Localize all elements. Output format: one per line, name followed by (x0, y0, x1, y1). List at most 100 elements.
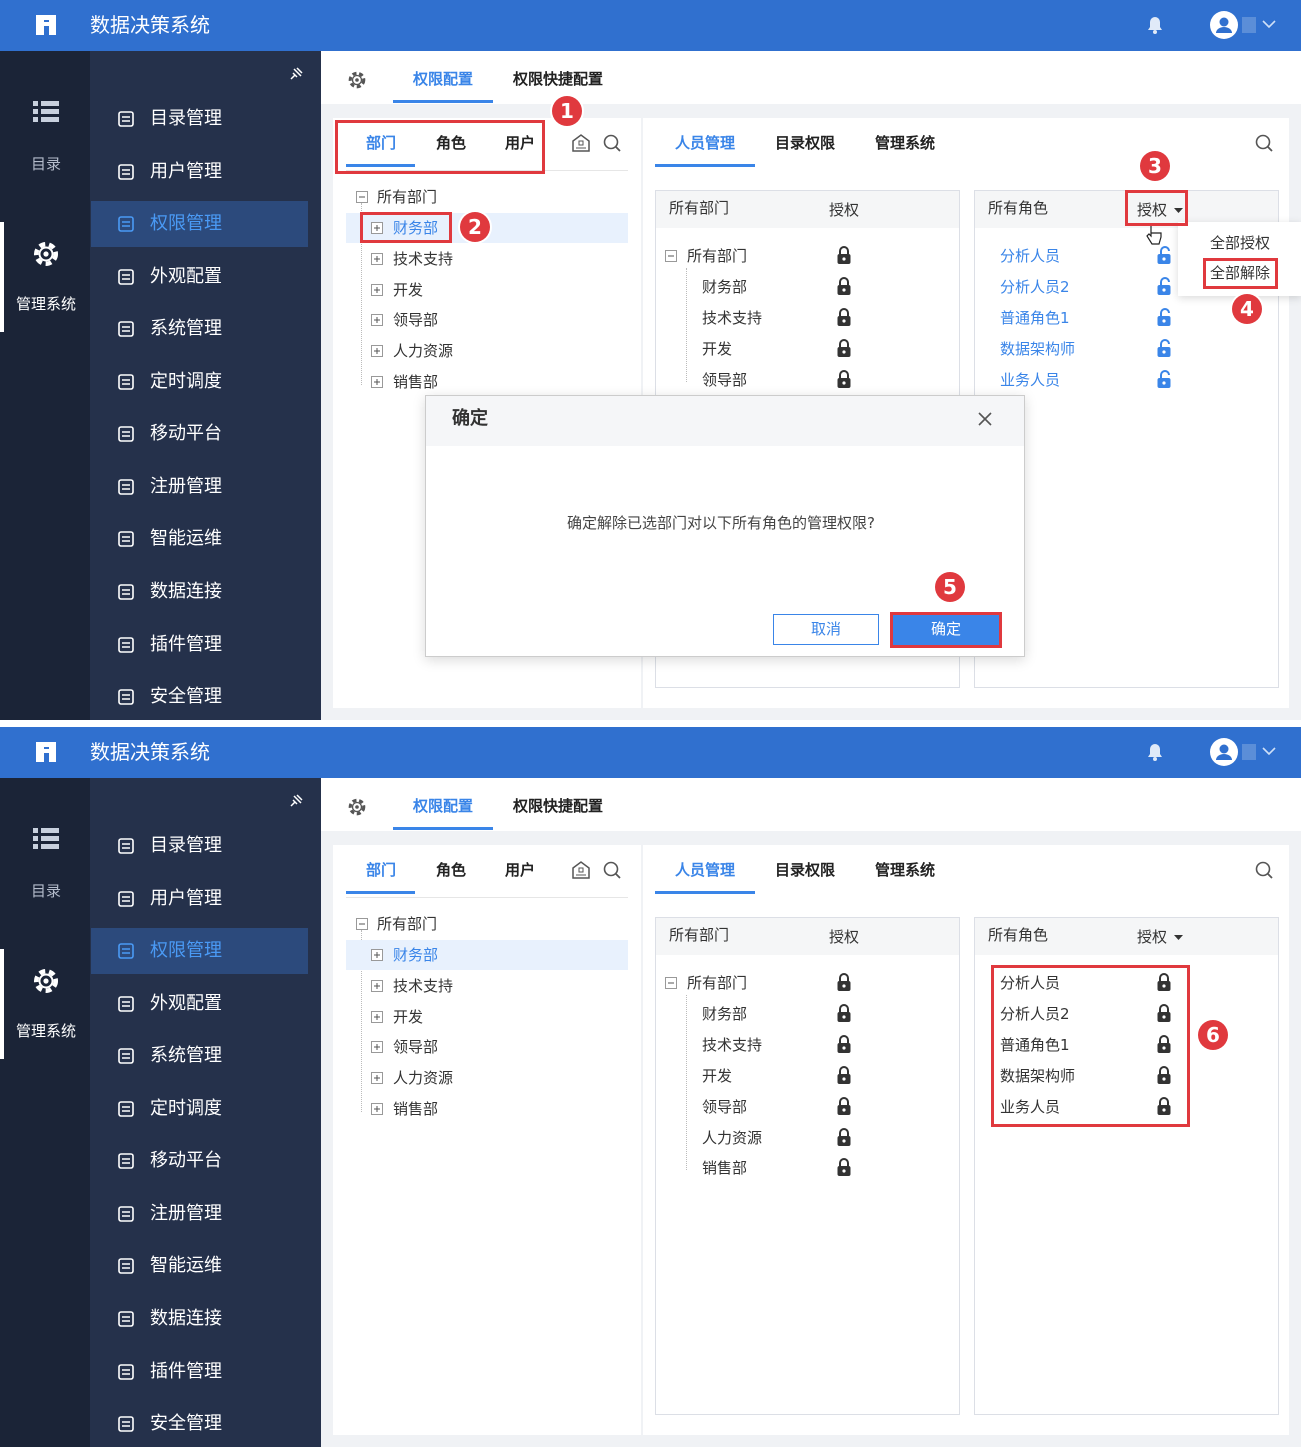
dept-item: 人力资源 (702, 1128, 763, 1147)
role-item: 普通角色1 (1000, 1035, 1070, 1054)
top-tab[interactable]: 权限配置 (412, 70, 474, 88)
menu-item[interactable]: 移动平台 (150, 1150, 222, 1172)
ok-label[interactable]: 确定 (930, 620, 962, 638)
dropdown-item[interactable]: 全部授权 (1209, 234, 1271, 252)
menu-item[interactable]: 外观配置 (150, 992, 222, 1014)
auth-dropdown[interactable]: 授权 (1137, 928, 1168, 946)
lock-icon (1157, 1065, 1171, 1084)
tree-node[interactable]: 领导部 (393, 1038, 439, 1057)
right-tab[interactable]: 管理系统 (874, 134, 936, 152)
panel-title: 所有部门 (669, 926, 730, 944)
menu-icon (118, 1048, 134, 1064)
menu-item[interactable]: 权限管理 (150, 940, 222, 962)
lock-icon (837, 1034, 851, 1053)
top-tab[interactable]: 权限快捷配置 (512, 70, 604, 88)
lock-icon (837, 246, 851, 264)
rail-item[interactable]: 管理系统 (15, 1022, 77, 1040)
tree-node[interactable]: 销售部 (393, 373, 439, 391)
role-item: 业务人员 (1000, 1097, 1061, 1116)
role-item: 数据架构师 (1000, 1066, 1076, 1085)
lock-icon (837, 1065, 851, 1084)
menu-item[interactable]: 系统管理 (150, 1045, 222, 1067)
menu-item[interactable]: 用户管理 (150, 160, 222, 182)
panel-header (656, 191, 959, 228)
tree-node[interactable]: 开发 (393, 280, 424, 299)
rail (0, 51, 90, 720)
auth-dropdown[interactable]: 授权 (1137, 201, 1168, 219)
lock-icon (837, 369, 851, 388)
right-tab[interactable]: 目录权限 (774, 861, 836, 879)
menu-item[interactable]: 移动平台 (150, 423, 222, 445)
menu-item[interactable]: 插件管理 (150, 633, 222, 655)
tree-node[interactable]: 开发 (393, 1007, 424, 1026)
lock-icon (1157, 1096, 1171, 1115)
menu-item[interactable]: 外观配置 (150, 265, 222, 287)
right-tab[interactable]: 目录权限 (774, 134, 836, 152)
caret (1174, 208, 1183, 213)
top-tab[interactable]: 权限快捷配置 (512, 797, 604, 815)
tree-node[interactable]: 人力资源 (393, 342, 454, 361)
tree-node[interactable]: 技术支持 (393, 976, 454, 995)
right-tab[interactable]: 管理系统 (874, 861, 936, 879)
menu-icon (118, 531, 134, 548)
tree-node[interactable]: 财务部 (393, 219, 439, 237)
tree-node[interactable]: 领导部 (393, 311, 439, 330)
expand-icon (371, 1103, 383, 1115)
menu-item[interactable]: 定时调度 (150, 370, 222, 392)
menu-item[interactable]: 系统管理 (150, 318, 222, 340)
rail-item[interactable]: 管理系统 (15, 295, 77, 313)
tab-underline (346, 891, 415, 894)
menu-item[interactable]: 智能运维 (150, 1255, 222, 1277)
lock-icon (837, 1003, 851, 1022)
menu-item[interactable]: 插件管理 (150, 1360, 222, 1382)
menu-item[interactable]: 目录管理 (150, 835, 222, 856)
dept-item: 技术支持 (702, 1035, 763, 1054)
annotation-box (991, 965, 1190, 1127)
left-tab[interactable]: 用户 (504, 134, 536, 152)
rail-item[interactable]: 目录 (30, 155, 62, 173)
tree-node[interactable]: 所有部门 (377, 915, 438, 933)
menu-item[interactable]: 用户管理 (150, 887, 222, 909)
dropdown-item[interactable]: 全部解除 (1209, 264, 1271, 282)
menu-item[interactable]: 数据连接 (150, 580, 222, 602)
top-tab[interactable]: 权限配置 (412, 797, 474, 815)
left-tab[interactable]: 用户 (504, 861, 536, 879)
left-tab[interactable]: 角色 (435, 134, 467, 152)
ok-button[interactable] (893, 614, 999, 645)
menu-item[interactable]: 数据连接 (150, 1307, 222, 1329)
expand-icon (371, 376, 383, 388)
tree-node[interactable]: 所有部门 (377, 188, 438, 206)
dialog-message: 确定解除已选部门对以下所有角色的管理权限? (567, 514, 875, 532)
dept-item: 开发 (702, 1066, 733, 1085)
menu-item[interactable]: 目录管理 (150, 108, 222, 129)
menu-item[interactable]: 注册管理 (150, 1202, 222, 1224)
right-tab[interactable]: 人员管理 (674, 861, 736, 879)
menu-item[interactable]: 注册管理 (150, 475, 222, 497)
tree-node[interactable]: 财务部 (393, 946, 439, 964)
auth-label: 授权 (829, 928, 860, 946)
menu-item[interactable]: 权限管理 (150, 213, 222, 235)
pin-icon (290, 794, 303, 807)
screen: 数据决策系统 目录 管理系统 目录管理 用户管理 权限管理 外观配置 系统管理 定时调度 移动平台… (0, 0, 1301, 720)
lock-icon (837, 973, 851, 991)
left-tab[interactable]: 部门 (365, 861, 397, 879)
menu-item[interactable]: 定时调度 (150, 1097, 222, 1119)
menu-item[interactable]: 智能运维 (150, 528, 222, 550)
tree-node[interactable]: 销售部 (393, 1100, 439, 1118)
rail-item[interactable]: 目录 (30, 882, 62, 900)
left-tab[interactable]: 部门 (365, 134, 397, 152)
dialog-title: 确定 (452, 408, 488, 429)
tree-node[interactable]: 技术支持 (393, 249, 454, 268)
annotation-badge (1198, 1020, 1228, 1050)
cancel-button[interactable] (773, 614, 879, 645)
tree-node[interactable]: 人力资源 (393, 1069, 454, 1088)
tab-underline (393, 827, 493, 830)
logo (36, 742, 56, 762)
expand-icon (371, 949, 383, 961)
menu-item[interactable]: 安全管理 (150, 1413, 222, 1435)
left-tab[interactable]: 角色 (435, 861, 467, 879)
menu-item[interactable]: 安全管理 (150, 686, 222, 708)
cancel-label[interactable]: 取消 (810, 620, 842, 638)
right-tab[interactable]: 人员管理 (674, 134, 736, 152)
